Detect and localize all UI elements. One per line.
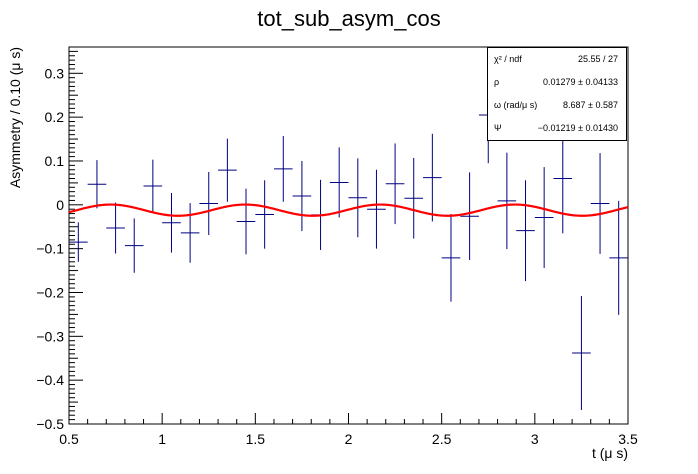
data-point: [367, 169, 386, 249]
x-tick-label: 1.5: [246, 431, 266, 447]
stats-value: 25.55 / 27: [577, 54, 618, 64]
data-point: [441, 214, 461, 302]
data-point: [385, 143, 405, 225]
y-tick-label: 0: [56, 197, 64, 213]
stats-row-chi2: χ² / ndf 25.55 / 27: [488, 48, 626, 71]
stats-label: χ² / ndf: [494, 54, 522, 64]
x-tick-label: 2.5: [432, 431, 452, 447]
data-point: [292, 160, 312, 232]
data-point: [124, 218, 144, 273]
stats-label: ρ: [494, 77, 500, 87]
data-point: [460, 172, 479, 261]
y-tick-label: −0.1: [36, 241, 64, 257]
data-point: [199, 171, 219, 236]
y-axis-label: Asymmetry / 0.10 (μ s): [7, 47, 23, 188]
stats-row-rho: ρ 0.01279 ± 0.04133: [488, 71, 626, 94]
data-point: [162, 192, 181, 253]
fit-stats-box: χ² / ndf 25.55 / 27 ρ 0.01279 ± 0.04133 …: [487, 47, 627, 141]
data-point: [590, 153, 610, 254]
chart-title: tot_sub_asym_cos: [257, 6, 441, 31]
x-axis-label: t (μ s): [592, 445, 628, 461]
data-point: [534, 167, 554, 268]
data-point: [404, 157, 424, 239]
stats-value: −0.01219 ± 0.01430: [537, 123, 618, 133]
x-tick-label: 3: [531, 431, 539, 447]
y-tick-label: 0.3: [45, 65, 65, 81]
fit-curve: [68, 203, 629, 217]
data-point: [69, 222, 88, 262]
y-tick-label: −0.4: [36, 372, 64, 388]
data-point: [553, 123, 573, 234]
y-tick-label: −0.3: [36, 328, 64, 344]
y-tick-label: −0.2: [36, 284, 64, 300]
stats-row-psi: Ψ −0.01219 ± 0.01430: [488, 117, 626, 140]
data-point: [273, 135, 293, 202]
x-tick-label: 2: [345, 431, 353, 447]
data-point: [329, 147, 349, 218]
x-tick-label: 3.5: [618, 431, 638, 447]
data-point: [87, 160, 107, 209]
stats-value: 0.01279 ± 0.04133: [542, 77, 618, 87]
y-tick-label: 0.2: [45, 109, 65, 125]
x-tick-label: 0.5: [59, 431, 79, 447]
data-point: [497, 152, 517, 250]
x-tick-label: 1: [158, 431, 166, 447]
data-point: [516, 180, 535, 282]
stats-value: 8.687 ± 0.587: [563, 100, 618, 110]
data-point: [423, 133, 442, 222]
data-point: [572, 295, 591, 410]
data-point: [609, 200, 628, 315]
data-point: [255, 180, 274, 249]
data-point: [106, 202, 125, 254]
y-tick-label: 0.1: [45, 153, 65, 169]
data-point: [348, 158, 368, 238]
stats-row-omega: ω (rad/μ s) 8.687 ± 0.587: [488, 94, 626, 117]
stats-label: Ψ: [494, 123, 502, 133]
data-point: [236, 188, 256, 255]
data-point: [180, 203, 200, 263]
data-point: [143, 159, 163, 213]
data-point: [218, 138, 237, 202]
y-tick-label: −0.5: [36, 416, 64, 432]
stats-label: ω (rad/μ s): [494, 100, 538, 110]
